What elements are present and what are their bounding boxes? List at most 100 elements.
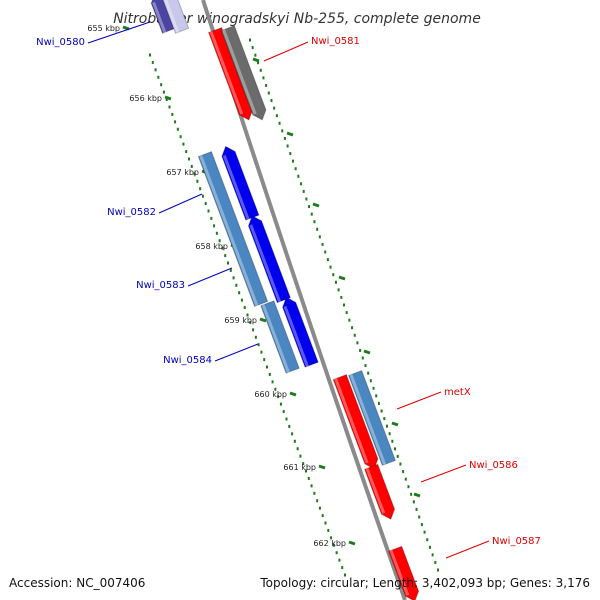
feature-nwi-0580-cds-shape[interactable]	[148, 0, 177, 34]
feature-metx-gene[interactable]	[347, 369, 397, 467]
feature-nwi-0581-cds-shape[interactable]	[207, 26, 256, 123]
feature-nwi-0580-gene-highlight	[162, 0, 180, 33]
tick-dot	[337, 288, 340, 292]
feature-nwi-0586-cds-shape[interactable]	[363, 463, 398, 521]
feature-metx-cds-highlight	[334, 378, 369, 464]
tick-dot	[329, 265, 332, 269]
tick-dot	[375, 394, 378, 398]
feature-nwi-0586-cds[interactable]	[363, 463, 398, 521]
feature-nwi-0582-gene-highlight	[199, 155, 259, 307]
tick-dot	[151, 60, 154, 64]
map-title: Nitrobacter winogradskyi Nb-255, complet…	[113, 11, 481, 27]
feature-nwi-0584-gene-shape[interactable]	[260, 300, 300, 374]
tick-dot	[321, 514, 324, 518]
feature-metx-cds-shape[interactable]	[332, 374, 381, 472]
tick-label: 660 kbp	[254, 390, 287, 399]
feature-nwi-0584-cds-highlight	[283, 305, 309, 367]
tick-dot	[415, 507, 418, 511]
feature-nwi-0583-cds[interactable]	[246, 213, 292, 304]
tick-dot	[218, 239, 221, 243]
tick-dot	[243, 306, 246, 310]
tick-dot	[321, 242, 324, 246]
tick-dot	[338, 558, 341, 562]
feature-nwi-0581-gene-shape[interactable]	[220, 25, 269, 123]
feature-metx-cds[interactable]	[332, 374, 381, 472]
gene-label-nwi-0586[interactable]: Nwi_0586	[469, 460, 518, 471]
tick-dot	[385, 424, 388, 428]
feature-nwi-0584-cds[interactable]	[280, 295, 319, 368]
tick-dot	[294, 167, 297, 171]
feature-metx-gene-shape[interactable]	[347, 369, 397, 467]
tick-dot	[372, 386, 375, 390]
leader-line-nwi-0587	[445, 540, 490, 559]
feature-nwi-0587-cds-shape[interactable]	[387, 545, 422, 600]
tick-dot	[402, 470, 405, 474]
gene-label-nwi-0582[interactable]: Nwi_0582	[107, 207, 156, 218]
feature-nwi-0584-gene[interactable]	[260, 300, 300, 374]
gene-label-nwi-0583[interactable]: Nwi_0583	[136, 280, 185, 291]
feature-nwi-0583-cds-shape[interactable]	[246, 213, 292, 304]
gene-label-nwi-0581[interactable]: Nwi_0581	[311, 36, 360, 47]
tick-dot	[412, 500, 415, 504]
feature-nwi-0587-cds[interactable]	[387, 545, 422, 600]
tick-dot	[302, 189, 305, 193]
tick-dot	[238, 291, 241, 295]
tick-dot	[210, 216, 213, 220]
tick-dot	[327, 528, 330, 532]
tick-dot	[313, 491, 316, 495]
tick-dot	[165, 98, 168, 102]
tick-dot	[254, 53, 257, 57]
tick-dot	[278, 121, 281, 125]
feature-nwi-0584-gene-highlight	[261, 304, 290, 373]
feature-nwi-0580-gene-shape[interactable]	[160, 0, 190, 34]
feature-nwi-0581-gene[interactable]	[220, 25, 269, 123]
feature-nwi-0580-cds[interactable]	[148, 0, 177, 34]
tick-dot	[160, 83, 163, 87]
tick-label: 655 kbp	[87, 24, 120, 33]
major-tick	[348, 540, 356, 546]
tick-dot	[271, 380, 274, 384]
tick-dot	[176, 127, 179, 131]
label-layer: Nwi_0580 Nwi_0581 Nwi_0582 Nwi_0583 Nwi_0584…	[36, 21, 541, 559]
feature-nwi-0580-gene[interactable]	[160, 0, 190, 34]
tick-dot	[282, 410, 285, 414]
tick-dot	[168, 105, 171, 109]
tick-dot	[263, 358, 266, 362]
tick-dot	[359, 348, 362, 352]
tick-dot	[431, 553, 434, 557]
gene-label-nwi-0584[interactable]: Nwi_0584	[163, 355, 212, 366]
tick-dot	[380, 409, 383, 413]
gene-label-nwi-0580[interactable]: Nwi_0580	[36, 37, 85, 48]
tick-dot	[270, 99, 273, 103]
feature-nwi-0583-cds-highlight	[249, 224, 281, 303]
tick-dot	[305, 197, 308, 201]
tick-dot	[293, 439, 296, 443]
gene-label-nwi-0587[interactable]: Nwi_0587	[492, 536, 541, 547]
tick-dot	[157, 75, 160, 79]
tick-dot	[232, 276, 235, 280]
tick-dot	[249, 38, 251, 42]
gene-label-metx[interactable]: metX	[444, 387, 471, 398]
tick-dot	[361, 356, 364, 360]
tick-dot	[201, 194, 204, 198]
feature-nwi-0580-cds-highlight	[152, 1, 167, 33]
tick-dot	[310, 484, 313, 488]
major-tick	[259, 317, 267, 323]
tick-dot	[332, 273, 335, 277]
tick-dot	[257, 343, 260, 347]
tick-dot	[188, 157, 190, 161]
tick-dot	[190, 164, 193, 168]
outer-tick-line	[249, 38, 439, 572]
tick-dot	[257, 61, 260, 65]
feature-nwi-0581-gene-highlight	[222, 29, 257, 115]
tick-dot	[318, 506, 321, 510]
tick-dot	[274, 387, 277, 391]
feature-nwi-0581-cds[interactable]	[207, 26, 256, 123]
feature-nwi-0582-gene-shape[interactable]	[197, 150, 269, 308]
feature-nwi-0582-gene[interactable]	[197, 150, 269, 308]
tick-dot	[149, 53, 151, 57]
feature-nwi-0584-cds-shape[interactable]	[280, 295, 319, 368]
tick-dot	[162, 90, 165, 94]
tick-dot	[377, 401, 380, 405]
